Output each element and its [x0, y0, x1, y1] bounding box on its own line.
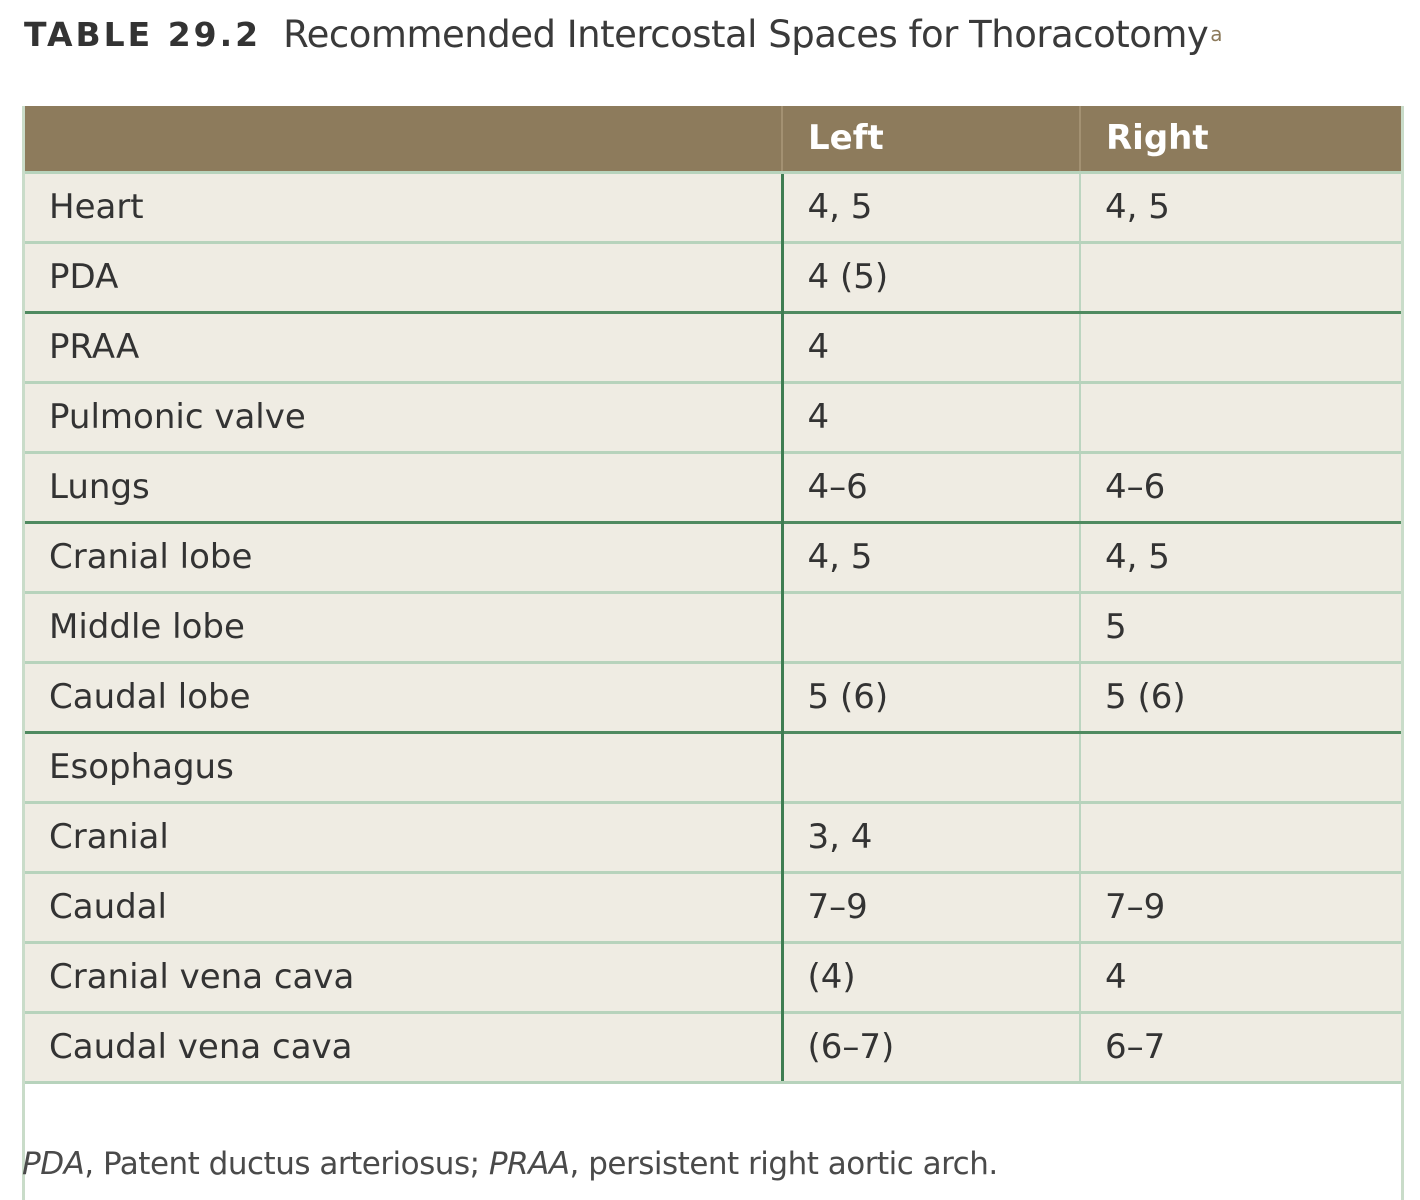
cell-right: 4–6 — [1079, 450, 1401, 522]
footnote-def-pda: , Patent ductus arteriosus; — [84, 1146, 489, 1182]
table-row: Cranial vena cava (4) 4 — [25, 940, 1401, 1012]
cell-left: 4 (5) — [780, 240, 1080, 312]
cell-structure: Cranial lobe — [25, 520, 782, 592]
footnote-def-praa: , persistent right aortic arch. — [569, 1146, 999, 1182]
cell-right — [1079, 240, 1401, 312]
table-caption: TABLE 29.2 Recommended Intercostal Space… — [24, 8, 1223, 60]
cell-right: 7–9 — [1079, 870, 1401, 942]
cell-structure: PDA — [25, 240, 782, 312]
cell-left: 3, 4 — [780, 800, 1080, 872]
cell-structure: Esophagus — [25, 730, 782, 802]
footnote-abbr-pda: PDA — [22, 1146, 85, 1182]
table-row: Pulmonic valve 4 — [25, 380, 1401, 452]
cell-right — [1079, 730, 1401, 802]
header-right: Right — [1079, 106, 1401, 172]
table-row: PDA 4 (5) — [25, 240, 1401, 312]
cell-left: 4 — [780, 380, 1080, 452]
table-header-row: Left Right — [25, 106, 1401, 172]
cell-left: 4, 5 — [780, 170, 1080, 242]
cell-left: (4) — [780, 940, 1080, 1012]
cell-left: 4 — [780, 310, 1080, 382]
cell-structure: Pulmonic valve — [25, 380, 782, 452]
table-row: Cranial lobe 4, 5 4, 5 — [25, 520, 1401, 592]
table-row: Cranial 3, 4 — [25, 800, 1401, 872]
cell-right: 5 — [1079, 590, 1401, 662]
cell-structure: Caudal — [25, 870, 782, 942]
table-title: Recommended Intercostal Spaces for Thora… — [283, 12, 1209, 56]
cell-structure: Caudal vena cava — [25, 1010, 782, 1084]
table-number: TABLE 29.2 — [24, 14, 262, 54]
cell-structure: Heart — [25, 170, 782, 242]
header-left: Left — [781, 106, 1080, 172]
table-row: PRAA 4 — [25, 310, 1401, 382]
cell-left: (6–7) — [780, 1010, 1080, 1084]
table-row: Esophagus — [25, 730, 1401, 802]
cell-right: 4, 5 — [1079, 170, 1401, 242]
table-row: Caudal 7–9 7–9 — [25, 870, 1401, 942]
cell-left — [780, 730, 1080, 802]
cell-structure: Cranial vena cava — [25, 940, 782, 1012]
cell-right — [1079, 380, 1401, 452]
cell-structure: Caudal lobe — [25, 660, 782, 732]
cell-left: 5 (6) — [780, 660, 1080, 732]
table-row: Caudal lobe 5 (6) 5 (6) — [25, 660, 1401, 732]
table-footnote: PDA, Patent ductus arteriosus; PRAA, per… — [22, 1146, 998, 1182]
intercostal-spaces-table: Left Right Heart 4, 5 4, 5 PDA 4 (5) PRA… — [25, 106, 1401, 1084]
cell-structure: PRAA — [25, 310, 782, 382]
cell-structure: Middle lobe — [25, 590, 782, 662]
table-container: Left Right Heart 4, 5 4, 5 PDA 4 (5) PRA… — [22, 106, 1404, 1200]
cell-right — [1079, 800, 1401, 872]
cell-left — [780, 590, 1080, 662]
table-row: Middle lobe 5 — [25, 590, 1401, 662]
table-row: Caudal vena cava (6–7) 6–7 — [25, 1010, 1401, 1084]
table-row: Lungs 4–6 4–6 — [25, 450, 1401, 522]
title-footnote-marker: a — [1210, 22, 1223, 46]
cell-right: 5 (6) — [1079, 660, 1401, 732]
cell-left: 4–6 — [780, 450, 1080, 522]
header-structure — [25, 106, 782, 172]
cell-right: 4, 5 — [1079, 520, 1401, 592]
cell-left: 7–9 — [780, 870, 1080, 942]
cell-structure: Lungs — [25, 450, 782, 522]
cell-left: 4, 5 — [780, 520, 1080, 592]
table-row: Heart 4, 5 4, 5 — [25, 170, 1401, 242]
cell-right: 4 — [1079, 940, 1401, 1012]
footnote-abbr-praa: PRAA — [488, 1146, 570, 1182]
cell-structure: Cranial — [25, 800, 782, 872]
cell-right — [1079, 310, 1401, 382]
cell-right: 6–7 — [1079, 1010, 1401, 1084]
